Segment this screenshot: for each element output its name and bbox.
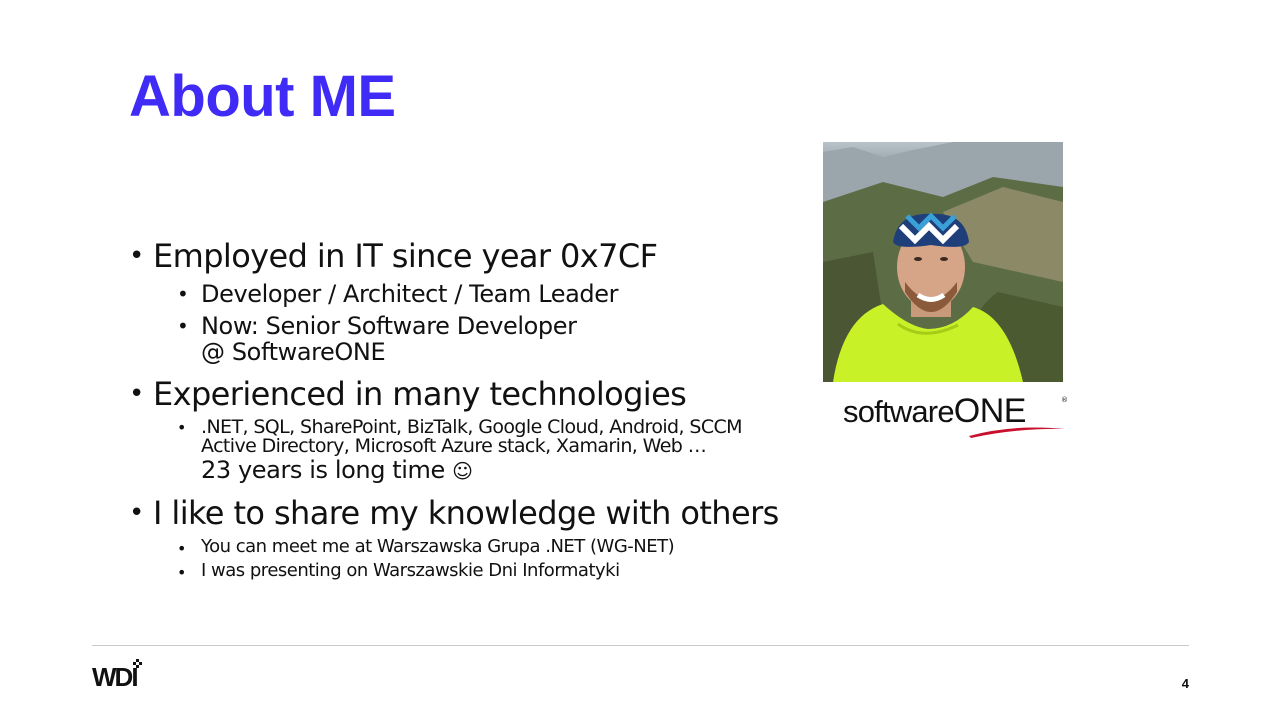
logo-text-one: ONE bbox=[953, 392, 1027, 430]
bullet-now: Now: Senior Software Developer bbox=[129, 312, 829, 340]
wdi-logo: WDI bbox=[92, 657, 144, 693]
bullet-presenting: I was presenting on Warszawskie Dni Info… bbox=[129, 561, 829, 584]
slide-title: About ME bbox=[129, 64, 396, 129]
footer-divider bbox=[92, 645, 1189, 646]
bullet-roles: Developer / Architect / Team Leader bbox=[129, 280, 829, 308]
tech-line2: Active Directory, Microsoft Azure stack,… bbox=[201, 435, 707, 457]
bullet-now-line2: @ SoftwareONE bbox=[201, 338, 386, 366]
profile-photo bbox=[823, 142, 1063, 382]
registered-mark: ® bbox=[1061, 396, 1068, 404]
tech-line1: .NET, SQL, SharePoint, BizTalk, Google C… bbox=[201, 416, 743, 438]
years-text: 23 years is long time bbox=[201, 456, 445, 484]
logo-swoosh-icon bbox=[969, 427, 1065, 438]
bullet-list: Employed in IT since year 0x7CF Develope… bbox=[129, 236, 829, 584]
logo-text-software: software bbox=[843, 394, 955, 429]
bullet-now-line1: Now: Senior Software Developer bbox=[201, 312, 577, 340]
years-line: 23 years is long time ☺ bbox=[129, 456, 829, 485]
smiley-icon: ☺ bbox=[452, 459, 473, 483]
softwareone-logo: softwareONE ® bbox=[843, 392, 1073, 442]
bullet-technologies: .NET, SQL, SharePoint, BizTalk, Google C… bbox=[129, 416, 829, 438]
bullet-meet: You can meet me at Warszawska Grupa .NET… bbox=[129, 537, 829, 560]
bullet-employed: Employed in IT since year 0x7CF bbox=[129, 236, 829, 276]
wdi-logo-text: WDI bbox=[92, 662, 137, 689]
page-number: 4 bbox=[1181, 676, 1189, 691]
bullet-share: I like to share my knowledge with others bbox=[129, 493, 829, 533]
bullet-experienced: Experienced in many technologies bbox=[129, 374, 829, 414]
